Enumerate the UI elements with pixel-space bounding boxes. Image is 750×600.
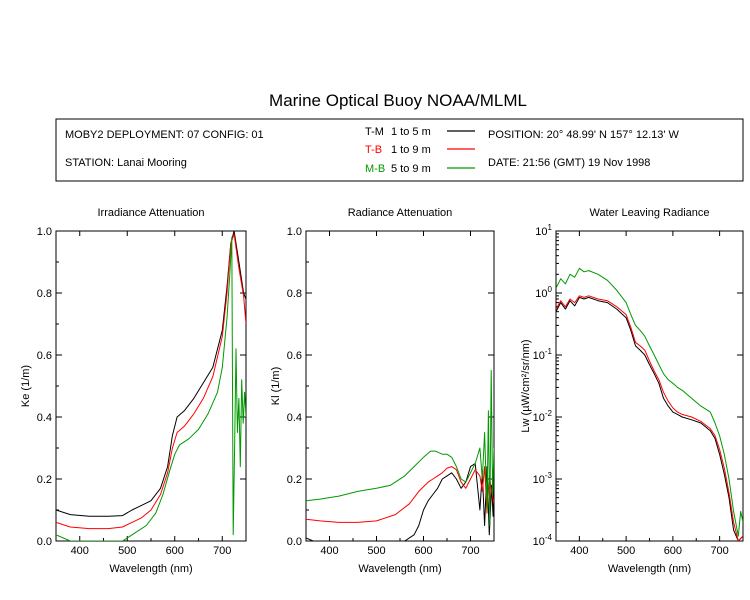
legend: T-M 1 to 5 m T-B 1 to 9 m M-B 5 to 9 m [365,126,475,175]
y-tick-label: 0.2 [37,474,52,486]
x-tick-label: 500 [367,545,385,557]
series-line-t-m [306,463,494,541]
irradiance-plot-frame [55,230,247,542]
water-leaving-plot-frame [555,230,744,542]
x-tick-label: 400 [570,545,588,557]
figure-title: Marine Optical Buoy NOAA/MLML [269,91,527,110]
legend-code-tm: T-M [365,126,384,138]
radiance-title: Radiance Attenuation [348,207,453,219]
series-line-m-b [556,267,743,537]
y-tick-label: 10-4 [533,533,553,548]
series-line-m-b [56,236,246,541]
y-tick-label: 101 [535,223,552,238]
y-tick-label: 0.2 [287,474,302,486]
x-tick-label: 600 [414,545,432,557]
y-tick-label: 0.0 [37,536,52,548]
x-tick-label: 500 [118,545,136,557]
info-box [55,118,744,182]
y-tick-label: 1.0 [287,226,302,238]
y-tick-label: 0.4 [287,412,302,424]
y-tick-label: 0.6 [287,350,302,362]
y-tick-label: 100 [535,285,552,300]
y-tick-label: 10-1 [533,347,553,362]
y-tick-label: 0.8 [37,288,52,300]
legend-code-mb: M-B [365,163,385,175]
radiance-plot-frame [305,230,495,542]
y-tick-label: 0.6 [37,350,52,362]
legend-range-tm: 1 to 5 m [391,126,431,138]
x-tick-label: 500 [617,545,635,557]
x-tick-label: 700 [213,545,231,557]
series-line-t-b [56,233,246,530]
radiance-attenuation-chart: Radiance Attenuation 400 500 600 700 0.0 0.2 0.… [270,207,495,575]
irradiance-x-axis-label: Wavelength (nm) [109,563,192,575]
y-tick-label: 0.8 [287,288,302,300]
position-text: POSITION: 20° 48.99' N 157° 12.13' W [488,129,680,141]
x-tick-label: 400 [320,545,338,557]
x-tick-label: 700 [710,545,728,557]
x-tick-label: 600 [166,545,184,557]
series-line-t-m [556,296,743,541]
series-line-t-b [556,295,743,541]
irradiance-attenuation-chart: Irradiance Attenuation 400 500 600 700 0.0 0.2… [20,207,247,575]
station-text: STATION: Lanai Mooring [65,157,187,169]
y-tick-label: 1.0 [37,226,52,238]
x-tick-label: 600 [664,545,682,557]
legend-range-tb: 1 to 9 m [391,144,431,156]
water-leaving-y-axis-label: Lw (µW/cm²/sr/nm) [520,339,532,432]
y-tick-label: 10-2 [533,409,553,424]
irradiance-y-axis-label: Ke (1/m) [20,365,32,407]
radiance-x-axis-label: Wavelength (nm) [358,563,441,575]
x-tick-label: 400 [71,545,89,557]
y-tick-label: 0.0 [287,536,302,548]
irradiance-title: Irradiance Attenuation [97,207,204,219]
legend-code-tb: T-B [365,144,382,156]
radiance-y-axis-label: Kl (1/m) [270,367,282,406]
date-text: DATE: 21:56 (GMT) 19 Nov 1998 [488,157,650,169]
water-leaving-x-axis-label: Wavelength (nm) [608,563,691,575]
water-leaving-title: Water Leaving Radiance [589,207,709,219]
water-leaving-radiance-chart: Water Leaving Radiance 400 500 600 700 10-4 10… [520,207,744,575]
series-line-m-b [306,370,494,526]
x-tick-label: 700 [461,545,479,557]
deployment-text: MOBY2 DEPLOYMENT: 07 CONFIG: 01 [65,129,264,141]
legend-range-mb: 5 to 9 m [391,163,431,175]
y-tick-label: 10-3 [533,471,553,486]
y-tick-label: 0.4 [37,412,52,424]
series-line-t-b [306,466,494,523]
series-line-t-m [56,231,246,517]
